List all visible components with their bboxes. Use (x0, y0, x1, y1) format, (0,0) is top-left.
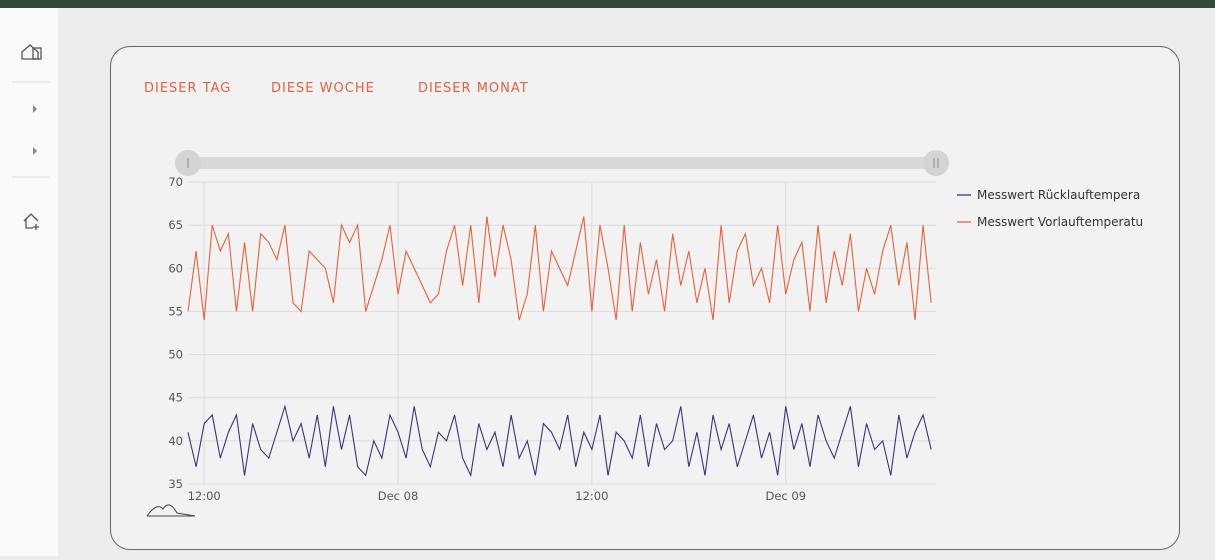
y-tick-label: 60 (168, 261, 183, 275)
y-tick-label: 50 (168, 348, 183, 362)
legend-label: Messwert Rücklauftempera (977, 188, 1140, 202)
y-tick-label: 35 (168, 477, 183, 491)
series-line (187, 404, 932, 478)
x-tick-label: Dec 09 (765, 489, 806, 503)
expand-arrow[interactable] (33, 147, 37, 155)
x-tick-label: 12:00 (188, 489, 221, 503)
top-bar (0, 0, 1215, 8)
expand-arrow[interactable] (33, 105, 37, 113)
legend-label: Messwert Vorlauftemperatu (977, 215, 1143, 229)
x-tick-label: Dec 08 (378, 489, 419, 503)
series-line (187, 216, 932, 321)
sidebar (0, 8, 58, 556)
y-tick-label: 65 (168, 218, 183, 232)
y-tick-label: 45 (168, 391, 183, 405)
add-home-icon[interactable] (23, 213, 39, 230)
tab[interactable]: DIESER MONAT (418, 81, 529, 96)
tab[interactable]: DIESER TAG (144, 81, 232, 96)
chart: 35 40 45 50 55 60 65 70 12:00 Dec 08 12:00 Dec 09 Me… (146, 150, 1143, 517)
chart-card: DIESER TAG DIESE WOCHE DIESER MONAT 35 40… (110, 46, 1180, 550)
y-tick-label: 55 (168, 304, 183, 318)
home-icon[interactable] (21, 44, 42, 60)
y-tick-label: 70 (168, 175, 183, 189)
chart-type-icon[interactable] (146, 504, 196, 517)
tab[interactable]: DIESE WOCHE (271, 81, 375, 96)
x-tick-label: 12:00 (575, 489, 608, 503)
y-tick-label: 40 (168, 434, 183, 448)
range-slider-handle[interactable] (923, 150, 949, 176)
range-slider-track[interactable] (188, 157, 936, 169)
sidebar-icons (12, 44, 50, 230)
